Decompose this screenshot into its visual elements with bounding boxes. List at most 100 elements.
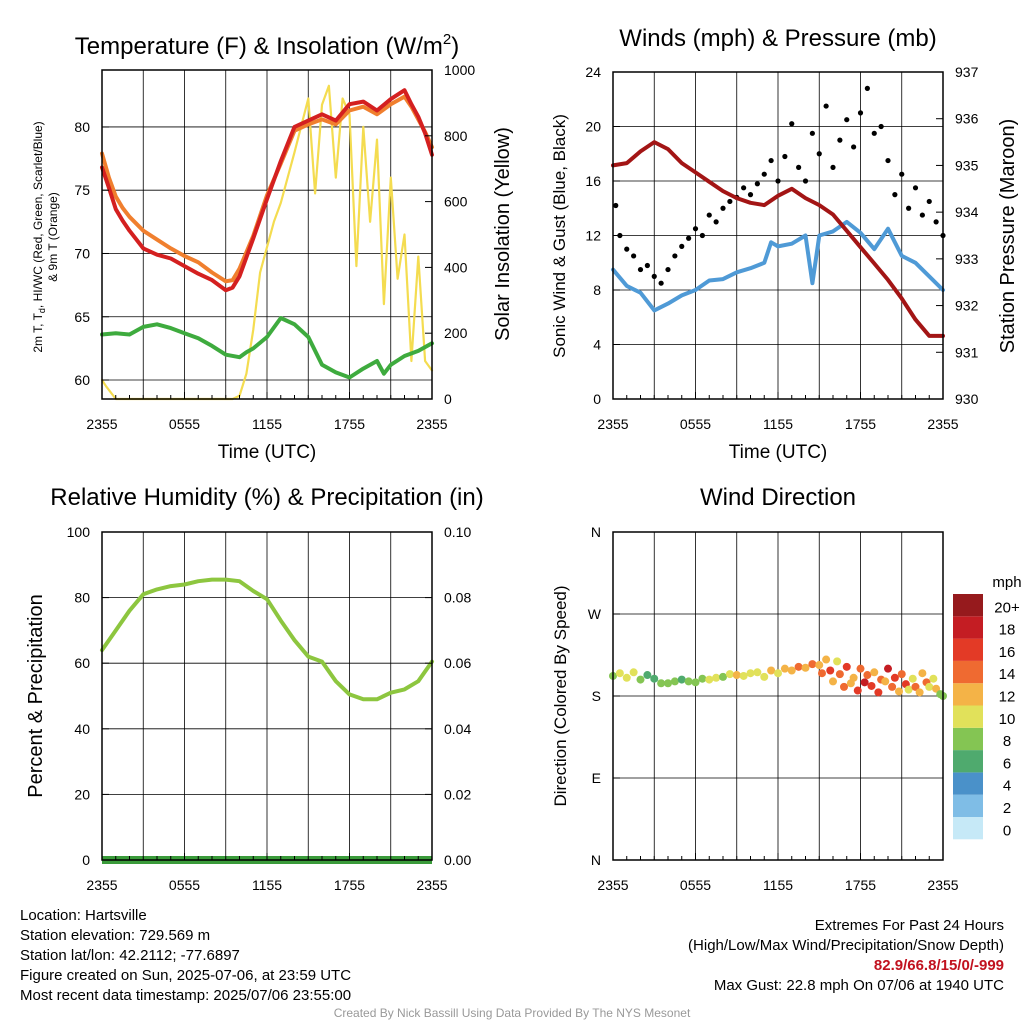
x-tick-label: 2355 — [597, 877, 628, 893]
data-point — [809, 130, 815, 136]
y2-tick-label: 600 — [444, 194, 468, 210]
direction-ylabel-left: Direction (Colored By Speed) — [551, 585, 570, 806]
direction-point — [815, 661, 824, 670]
humidity-ylabel-left: Percent & Precipitation — [25, 594, 47, 797]
direction-point — [615, 669, 624, 678]
direction-point — [849, 673, 858, 682]
legend-swatch — [953, 616, 983, 639]
legend-label: 12 — [999, 689, 1016, 706]
direction-point — [691, 678, 700, 687]
legend-label: 2 — [1003, 800, 1011, 817]
data-point — [864, 85, 870, 91]
grid-layer — [101, 70, 944, 861]
x-tick-label: 1755 — [334, 877, 365, 893]
plot-frame — [101, 531, 433, 861]
x-tick-label: 2355 — [927, 877, 958, 893]
y-tick-label: E — [592, 770, 601, 786]
latest-timestamp: Most recent data timestamp: 2025/07/06 2… — [20, 987, 352, 1004]
y-tick-label: 80 — [74, 590, 90, 606]
direction-panel-title: Wind Direction — [700, 484, 856, 511]
data-point — [844, 117, 850, 123]
data-point — [686, 235, 692, 241]
direction-point — [808, 660, 817, 669]
station-elevation: Station elevation: 729.569 m — [20, 927, 211, 944]
winds-panel-title: Winds (mph) & Pressure (mb) — [619, 25, 936, 52]
data-point — [878, 123, 884, 130]
legend-swatch — [953, 727, 983, 751]
legend-swatch — [953, 705, 983, 728]
direction-point — [833, 657, 842, 666]
direction-point — [794, 662, 803, 671]
data-point — [741, 185, 747, 191]
data-point — [754, 181, 760, 187]
direction-point — [650, 674, 659, 683]
direction-point — [739, 671, 748, 680]
data-point — [727, 198, 733, 205]
data-point — [830, 164, 836, 170]
direction-point — [801, 663, 810, 672]
legend-swatch — [953, 817, 983, 840]
x-tick-label: 1755 — [334, 416, 365, 432]
direction-point — [670, 677, 679, 686]
x-tick-label: 1155 — [252, 416, 282, 432]
station-location: Location: Hartsville — [20, 907, 147, 924]
direction-point — [840, 682, 848, 691]
y2-tick-label: 934 — [955, 204, 979, 220]
x-tick-label: 2355 — [86, 877, 117, 893]
direction-point — [860, 678, 869, 687]
legend-swatch — [953, 638, 983, 661]
extremes-description: (High/Low/Max Wind/Precipitation/Snow De… — [688, 937, 1004, 954]
direction-point — [780, 664, 789, 673]
direction-point — [835, 670, 844, 679]
legend-swatch — [953, 794, 983, 817]
direction-point — [929, 674, 938, 683]
y2-tick-label: 1000 — [444, 62, 475, 78]
direction-point — [732, 671, 741, 680]
y-tick-label: W — [588, 606, 602, 622]
data-point — [857, 110, 864, 116]
legend-swatch — [953, 750, 983, 773]
data-point — [906, 205, 912, 211]
x-tick-label: 1155 — [763, 416, 793, 432]
direction-point — [863, 671, 872, 680]
data-point — [761, 171, 767, 177]
x-tick-label: 2355 — [416, 877, 447, 893]
y-tick-label: 75 — [74, 182, 90, 198]
credit-line: Created By Nick Bassill Using Data Provi… — [333, 1006, 691, 1020]
data-point — [885, 157, 891, 164]
series-line — [611, 140, 945, 338]
series-line — [100, 316, 434, 380]
data-point — [624, 246, 630, 252]
direction-point — [767, 666, 776, 675]
winds-xlabel: Time (UTC) — [729, 442, 828, 463]
direction-point — [853, 686, 862, 695]
direction-point — [746, 669, 755, 678]
y2-tick-label: 0.02 — [444, 786, 471, 802]
temperature-xlabel: Time (UTC) — [218, 442, 317, 463]
direction-point — [636, 675, 645, 684]
y-tick-label: 20 — [585, 119, 601, 135]
direction-point — [719, 672, 727, 681]
speed-legend-title: mph — [992, 574, 1021, 591]
x-tick-label: 0555 — [169, 877, 200, 893]
direction-point — [867, 681, 876, 690]
data-point — [899, 171, 905, 177]
direction-point — [822, 655, 831, 664]
y2-tick-label: 937 — [955, 64, 979, 80]
data-point — [802, 178, 809, 184]
data-point — [816, 151, 822, 157]
station-latlon: Station lat/lon: 42.2112; -77.6897 — [20, 947, 240, 964]
direction-point — [622, 673, 631, 682]
data-point — [775, 178, 781, 184]
temperature-panel-title: Temperature (F) & Insolation (W/m2) — [75, 31, 459, 60]
legend-label: 4 — [1003, 778, 1011, 795]
plot-frame — [612, 71, 944, 400]
direction-point — [908, 674, 917, 683]
direction-point — [774, 669, 782, 678]
y2-tick-label: 935 — [955, 157, 979, 173]
data-point — [706, 212, 712, 218]
data-point — [919, 212, 925, 218]
max-gust: Max Gust: 22.8 mph On 07/06 at 1940 UTC — [713, 977, 1004, 994]
direction-point — [842, 662, 851, 671]
